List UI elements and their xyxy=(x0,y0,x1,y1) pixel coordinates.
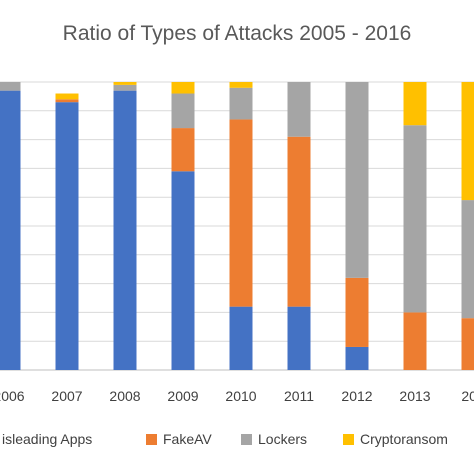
bars xyxy=(0,82,474,370)
bar-segment-lockers-2009 xyxy=(171,93,195,129)
bar-segment-misleading-apps-2012 xyxy=(345,346,369,370)
bar-segment-lockers-2014 xyxy=(461,200,474,319)
bar-segment-fakeav-2007 xyxy=(55,99,79,103)
x-tick-label: 2011 xyxy=(284,388,314,404)
x-tick-label: 2007 xyxy=(51,388,82,404)
bar-segment-cryptoransomware-2008 xyxy=(113,82,137,85)
legend-item-misleading-apps: isleading Apps xyxy=(0,431,92,447)
x-tick-label: 2010 xyxy=(225,388,256,404)
x-axis-ticks: 2006 2007 2008 2009 2010 2011 2012 2013 201 xyxy=(0,388,474,404)
x-tick-label: 2013 xyxy=(399,388,430,404)
bar-segment-fakeav-2013 xyxy=(403,312,427,370)
bar-segment-lockers-2013 xyxy=(403,125,427,313)
bar-segment-fakeav-2012 xyxy=(345,277,369,347)
x-tick-label: 201 xyxy=(461,388,474,404)
bar-segment-misleading-apps-2008 xyxy=(113,90,137,370)
bar-segment-lockers-2011 xyxy=(287,82,311,137)
bar-segment-lockers-2006 xyxy=(0,82,21,91)
x-tick-label: 2006 xyxy=(0,388,25,404)
x-tick-label: 2009 xyxy=(167,388,198,404)
bar-segment-misleading-apps-2011 xyxy=(287,306,311,370)
bar-segment-lockers-2010 xyxy=(229,87,253,120)
bar-segment-fakeav-2011 xyxy=(287,136,311,307)
legend-label-misleading-apps: isleading Apps xyxy=(2,431,93,447)
bar-segment-misleading-apps-2006 xyxy=(0,90,21,370)
bar-segment-cryptoransomware-2010 xyxy=(229,82,253,88)
legend: isleading Apps FakeAV Lockers Cryptorans… xyxy=(0,431,474,453)
legend-item-cryptoransomware: Cryptoransom xyxy=(343,431,448,447)
legend-item-fakeav: FakeAV xyxy=(146,431,212,447)
bar-segment-cryptoransomware-2009 xyxy=(171,82,195,94)
bar-segment-cryptoransomware-2013 xyxy=(403,82,427,126)
bar-segment-lockers-2012 xyxy=(345,82,369,278)
legend-label-lockers: Lockers xyxy=(258,431,308,447)
legend-swatch-cryptoransomware xyxy=(343,433,354,445)
bar-segment-lockers-2008 xyxy=(113,84,137,91)
legend-swatch-fakeav xyxy=(146,433,157,445)
bar-segment-fakeav-2010 xyxy=(229,119,253,307)
legend-label-fakeav: FakeAV xyxy=(163,431,212,447)
bar-segment-misleading-apps-2009 xyxy=(171,171,195,370)
bar-segment-cryptoransomware-2007 xyxy=(55,93,79,100)
bar-segment-misleading-apps-2010 xyxy=(229,306,253,370)
bar-segment-cryptoransomware-2014 xyxy=(461,82,474,201)
bar-segment-fakeav-2009 xyxy=(171,128,195,172)
bar-segment-misleading-apps-2007 xyxy=(55,102,79,370)
legend-label-cryptoransomware: Cryptoransom xyxy=(360,431,448,447)
legend-swatch-lockers xyxy=(241,433,252,445)
x-tick-label: 2008 xyxy=(109,388,140,404)
legend-item-lockers: Lockers xyxy=(241,431,307,447)
x-tick-label: 2012 xyxy=(341,388,372,404)
chart-title: Ratio of Types of Attacks 2005 - 2016 xyxy=(62,22,412,45)
bar-segment-fakeav-2014 xyxy=(461,318,474,370)
